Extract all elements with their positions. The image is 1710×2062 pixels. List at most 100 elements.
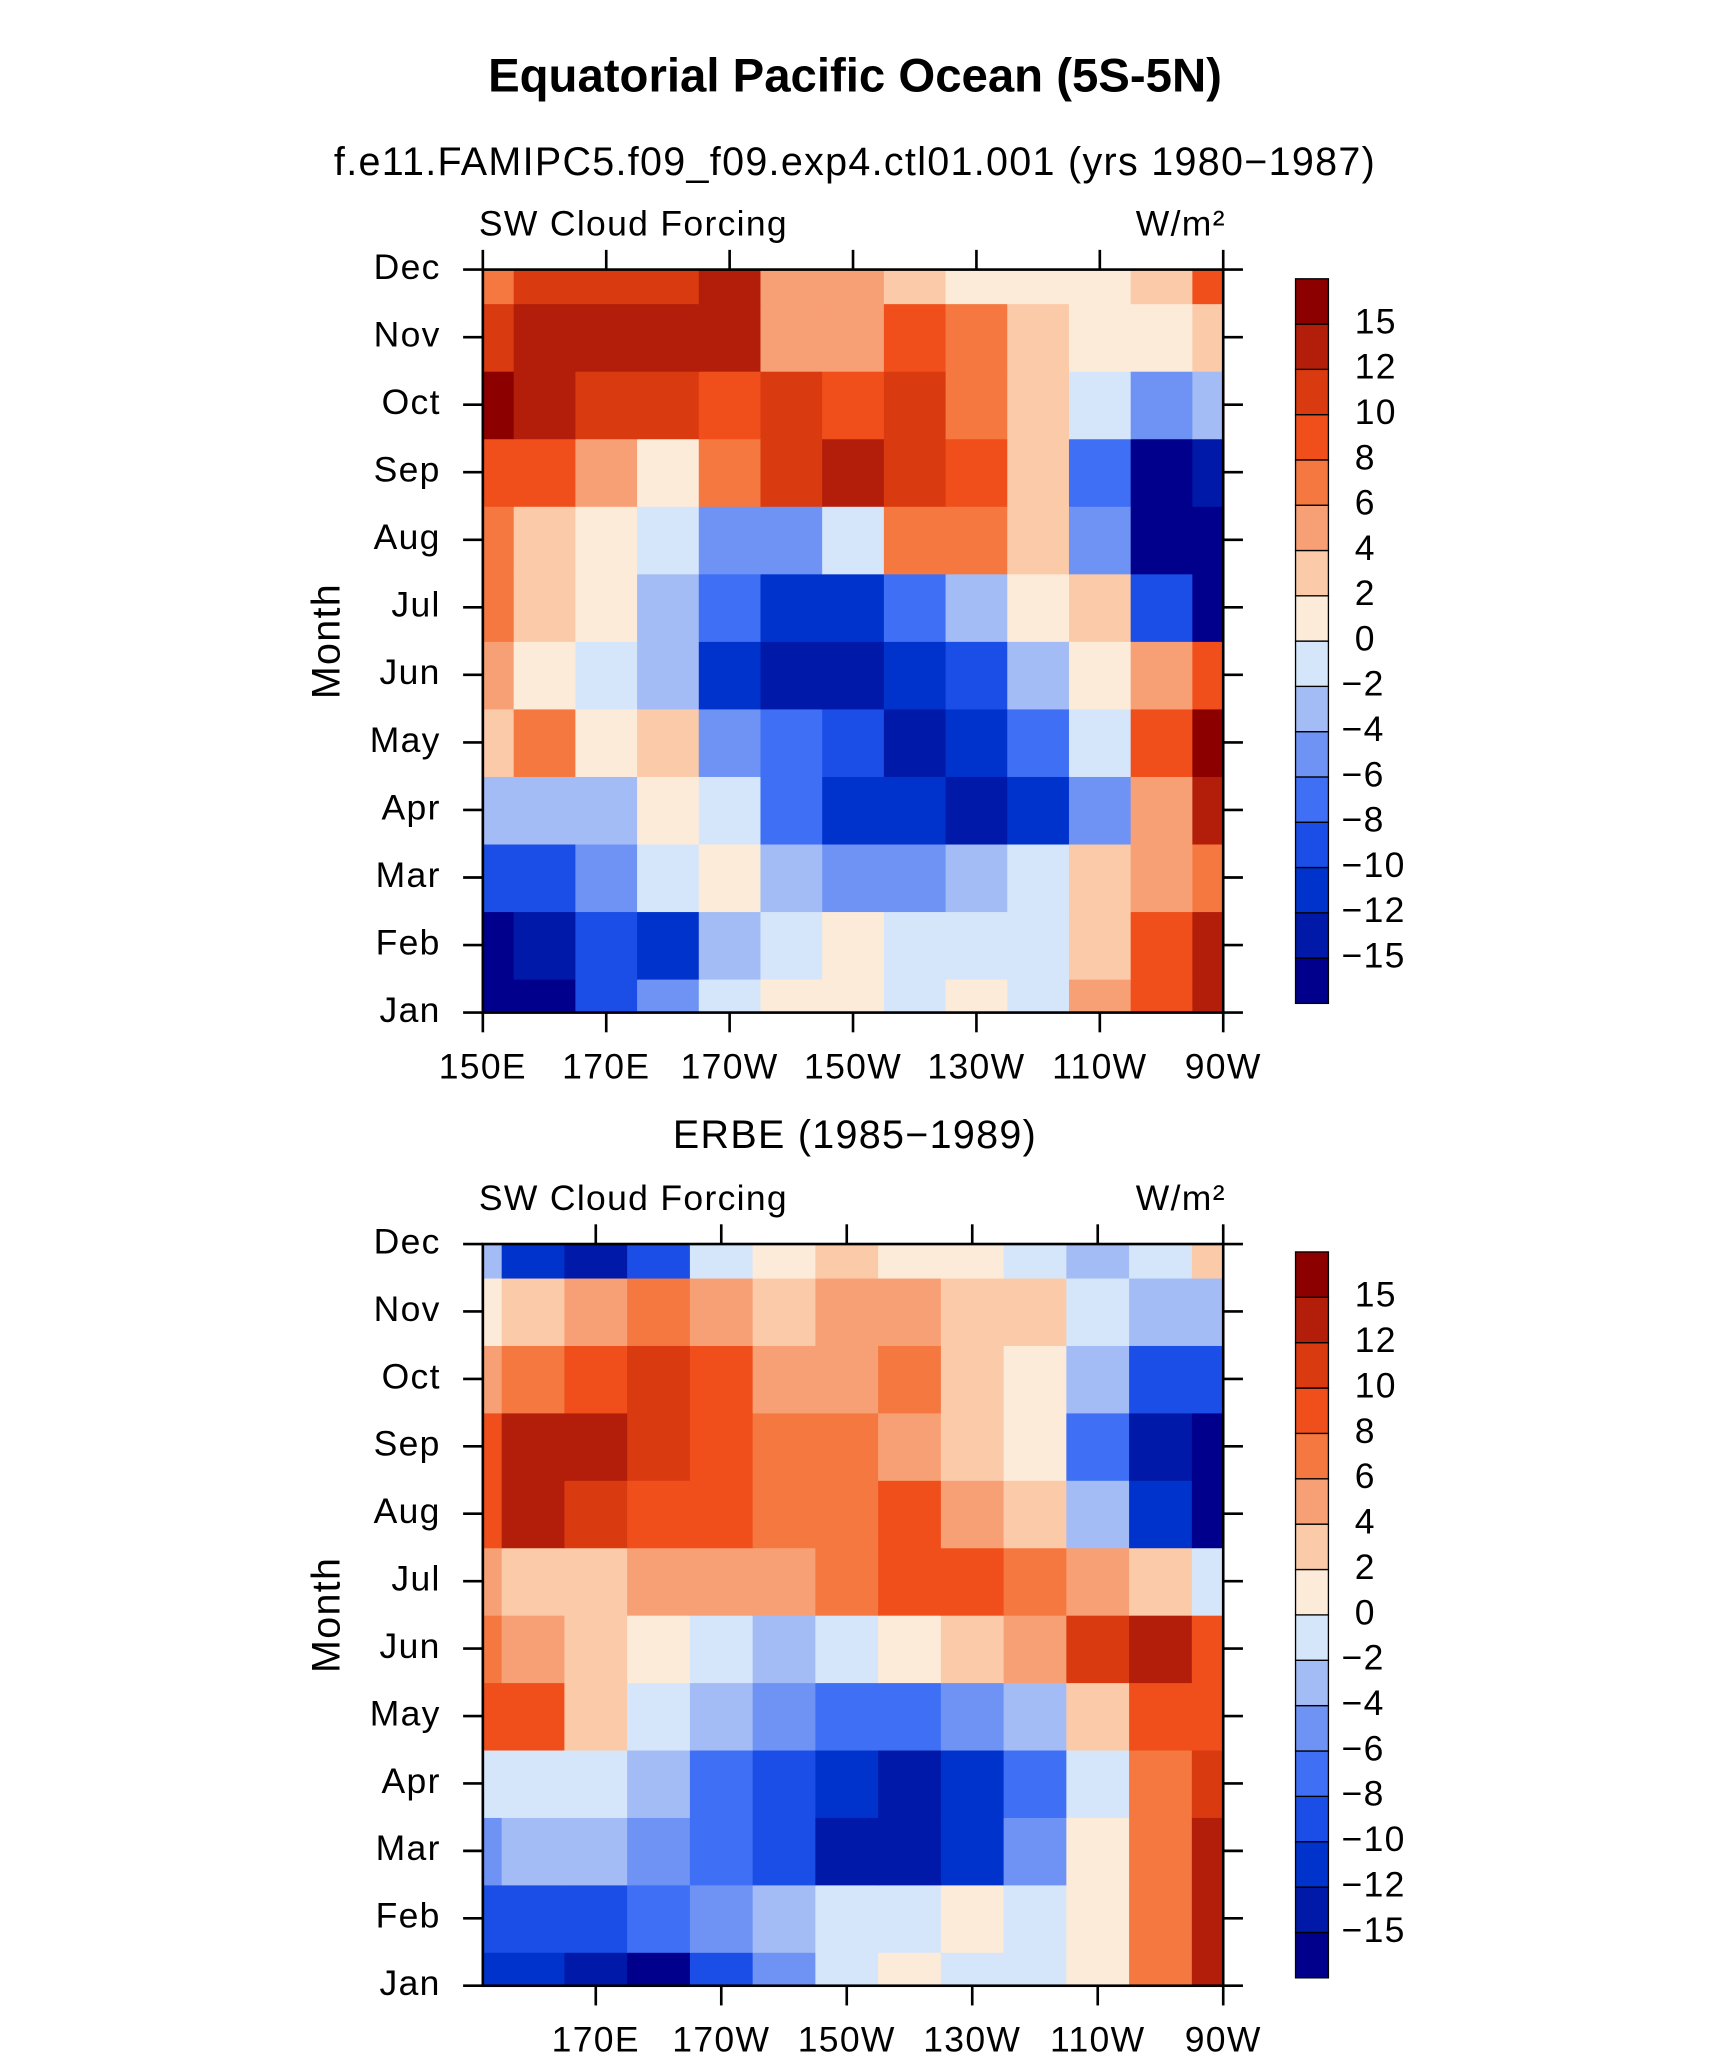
heatmap-cell — [482, 1682, 503, 1751]
heatmap-cell — [1192, 911, 1224, 980]
heatmap-cell — [564, 1480, 628, 1549]
heatmap-cell — [637, 269, 700, 305]
heatmap-cell — [1129, 1412, 1193, 1481]
heatmap-cell — [878, 1412, 942, 1481]
heatmap-cell — [1003, 1952, 1068, 1986]
heatmap-cell — [482, 1614, 503, 1684]
colorbar-label: 10 — [1355, 392, 1397, 432]
heatmap-cell — [883, 641, 947, 710]
heatmap-cell — [513, 776, 577, 845]
heatmap-cell — [513, 438, 577, 507]
heatmap-cell — [482, 1749, 503, 1818]
heatmap-cell — [1192, 573, 1224, 642]
heatmap-cell — [689, 1244, 754, 1279]
colorbar-box — [1294, 1296, 1330, 1344]
heatmap-cell — [1130, 978, 1194, 1013]
heatmap-cell — [815, 1412, 879, 1481]
heatmap-cell — [1191, 1884, 1224, 1953]
x-tick-label: 110W — [1052, 1047, 1147, 1087]
heatmap-cell — [1003, 1884, 1068, 1953]
heatmap-cell — [1068, 978, 1132, 1013]
heatmap-cell — [513, 843, 577, 913]
heatmap-cell — [1066, 1412, 1130, 1481]
heatmap-cell — [760, 911, 823, 980]
heatmap-cell — [752, 1244, 817, 1279]
x-tick-label: 170W — [672, 2020, 770, 2060]
heatmap-cell — [482, 438, 515, 507]
heatmap-cell — [627, 1480, 691, 1549]
heatmap-cell — [575, 370, 638, 440]
heatmap-cell — [940, 1277, 1005, 1346]
right-string: W/m² — [1136, 204, 1226, 244]
colorbar-box — [1294, 413, 1330, 461]
heatmap-cell — [1192, 978, 1224, 1013]
y-axis-label: Month — [304, 583, 348, 699]
heatmap-cell — [482, 978, 515, 1013]
heatmap-cell — [1129, 1682, 1193, 1751]
heatmap-cell — [689, 1547, 754, 1616]
colorbar-label: −12 — [1342, 890, 1406, 930]
heatmap-cell — [878, 1244, 942, 1279]
heatmap-cell — [689, 1749, 754, 1818]
heatmap-cell — [940, 1614, 1005, 1684]
heatmap-cell — [501, 1547, 566, 1616]
heatmap-cell — [945, 505, 1009, 575]
colorbar-label: −2 — [1342, 664, 1385, 704]
heatmap-cell — [878, 1614, 942, 1684]
heatmap-cell — [945, 911, 1009, 980]
heatmap-cell — [1003, 1614, 1068, 1684]
heatmap-cell — [1129, 1277, 1193, 1346]
colorbar-box — [1294, 1614, 1330, 1661]
heatmap-cell — [940, 1547, 1005, 1616]
colorbar-label: 0 — [1355, 618, 1376, 658]
y-tick-label: Apr — [382, 1761, 441, 1801]
heatmap-cell — [501, 1277, 566, 1346]
heatmap-cell — [564, 1682, 628, 1751]
heatmap-cell — [1129, 1749, 1193, 1818]
x-tick-label: 90W — [1185, 2020, 1262, 2060]
heatmap-cell — [1066, 1749, 1130, 1818]
x-tick-label: 170W — [681, 1047, 779, 1087]
heatmap-cell — [627, 1547, 691, 1616]
heatmap-cell — [815, 1480, 879, 1549]
panel-title: f.e11.FAMIPC5.f09_f09.exp4.ctl01.001 (yr… — [334, 140, 1376, 184]
heatmap-cell — [760, 505, 823, 575]
x-tick-label: 130W — [923, 2020, 1021, 2060]
heatmap-cell — [1130, 505, 1194, 575]
heatmap-cell — [1130, 911, 1194, 980]
heatmap-cell — [752, 1547, 817, 1616]
heatmap-cell — [1066, 1682, 1130, 1751]
heatmap-cell — [752, 1480, 817, 1549]
right-string: W/m² — [1136, 1178, 1226, 1218]
heatmap-cell — [1130, 641, 1194, 710]
colorbar-label: 10 — [1355, 1365, 1397, 1405]
heatmap-cell — [878, 1277, 942, 1346]
cells — [482, 269, 1224, 1013]
heatmap-cell — [878, 1749, 942, 1818]
heatmap-cell — [689, 1277, 754, 1346]
heatmap-cell — [878, 1884, 942, 1953]
heatmap-cell — [752, 1412, 817, 1481]
heatmap-cell — [698, 370, 762, 440]
heatmap-cell — [637, 438, 700, 507]
heatmap-cell — [883, 370, 947, 440]
heatmap-cell — [1066, 1614, 1130, 1684]
heatmap-cell — [940, 1345, 1005, 1414]
heatmap-cell — [940, 1817, 1005, 1886]
heatmap-cell — [883, 708, 947, 777]
colorbar-box — [1294, 504, 1330, 552]
colorbar-box — [1294, 1931, 1330, 1979]
colorbar-label: −15 — [1342, 1910, 1406, 1950]
heatmap-cell — [1192, 303, 1224, 372]
heatmap-cell — [698, 269, 762, 305]
colorbar-label: −4 — [1342, 709, 1385, 749]
heatmap-cell — [575, 573, 638, 642]
heatmap-cell — [482, 1480, 503, 1549]
y-tick-label: Jan — [380, 1963, 441, 2003]
heatmap-cell — [513, 911, 577, 980]
y-tick-label: Aug — [374, 1491, 441, 1531]
heatmap-cell — [945, 843, 1009, 913]
y-tick-label: Nov — [374, 1289, 441, 1329]
heatmap-cell — [1191, 1817, 1224, 1886]
heatmap-cell — [627, 1884, 691, 1953]
